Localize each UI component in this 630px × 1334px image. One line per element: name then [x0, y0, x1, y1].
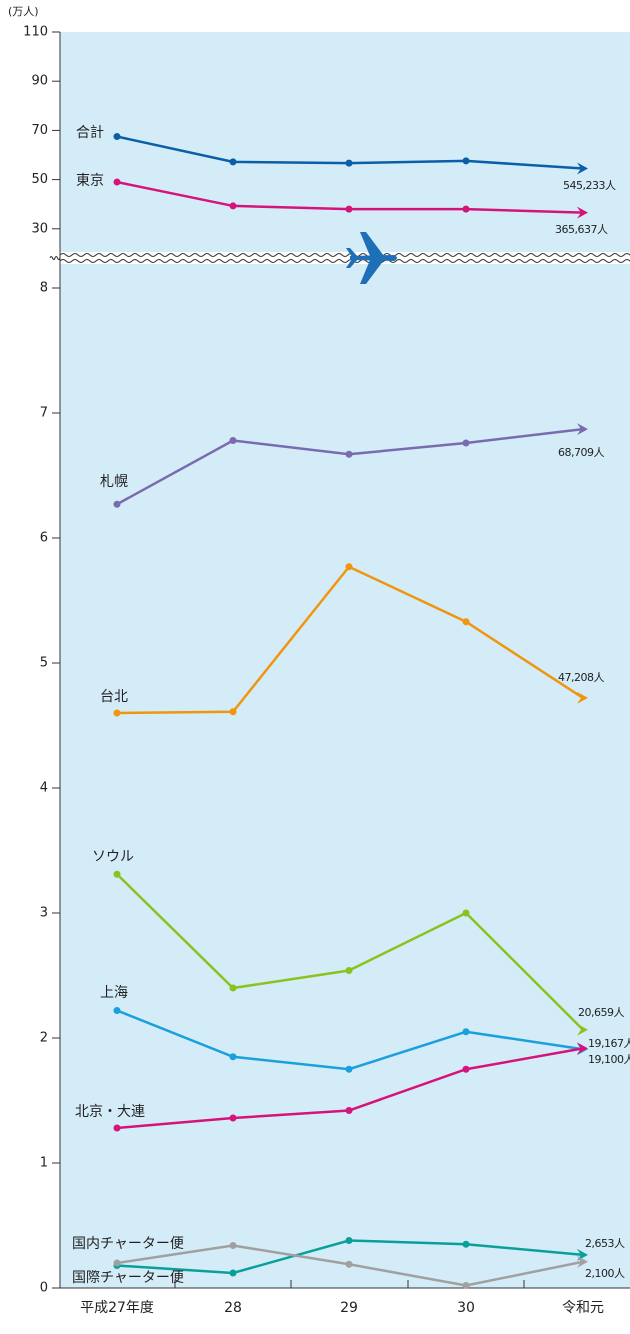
y-tick-label: 8	[40, 281, 48, 296]
x-tick-label: 30	[457, 1300, 475, 1316]
end-arrow	[577, 423, 588, 436]
series-label: 合計	[76, 125, 104, 141]
point	[345, 1237, 353, 1244]
point	[113, 1007, 121, 1014]
series-label: ソウル	[92, 849, 134, 865]
value-label: 68,709人	[558, 446, 604, 459]
value-label: 19,167人	[588, 1037, 630, 1050]
series-label: 上海	[100, 985, 128, 1001]
point	[113, 1259, 121, 1267]
point	[462, 157, 470, 165]
point	[113, 709, 121, 717]
value-label: 365,637人	[555, 223, 608, 236]
end-arrow	[577, 1255, 588, 1268]
y-tick-label: 70	[31, 123, 48, 138]
value-label: 545,233人	[563, 179, 616, 192]
value-label: 47,208人	[558, 671, 604, 684]
point	[113, 500, 121, 508]
y-tick-label: 5	[40, 656, 48, 671]
point	[345, 1260, 353, 1268]
y-tick-label: 3	[40, 906, 48, 921]
x-tick-label: 28	[224, 1300, 242, 1316]
point	[462, 205, 470, 213]
point	[113, 133, 121, 141]
point	[462, 618, 470, 626]
point	[345, 159, 353, 167]
point	[345, 563, 353, 571]
value-label: 2,653人	[585, 1237, 625, 1250]
y-tick-label: 6	[40, 531, 48, 546]
end-arrow	[577, 1023, 588, 1036]
value-label: 2,100人	[585, 1267, 625, 1280]
y-axis-label: (万人)	[8, 5, 39, 18]
point	[462, 1282, 470, 1289]
x-tick-label: 令和元	[562, 1300, 604, 1316]
end-arrow	[577, 162, 588, 175]
y-tick-label: 2	[40, 1031, 48, 1046]
series-label: 台北	[100, 689, 128, 705]
point	[462, 1028, 470, 1036]
point	[229, 437, 237, 444]
point	[113, 1124, 121, 1132]
x-tick-label: 29	[340, 1300, 358, 1316]
value-label: 20,659人	[578, 1006, 624, 1019]
point	[345, 1065, 353, 1073]
plot-background	[60, 32, 630, 1288]
series-label: 国際チャーター便	[72, 1270, 184, 1286]
point	[345, 205, 353, 213]
point	[462, 439, 470, 447]
series-label: 東京	[76, 173, 104, 189]
end-arrow	[577, 206, 588, 219]
y-tick-label: 7	[40, 406, 48, 421]
series-label: 札幌	[100, 474, 128, 490]
point	[345, 967, 353, 974]
x-tick-label: 平成27年度	[80, 1300, 154, 1316]
point	[229, 1269, 237, 1277]
point	[462, 1065, 470, 1073]
end-arrow	[577, 691, 588, 704]
point	[229, 202, 237, 210]
series-label: 国内チャーター便	[72, 1236, 184, 1252]
point	[345, 1107, 353, 1114]
point	[229, 158, 237, 166]
end-arrow	[577, 1042, 588, 1055]
point	[229, 984, 237, 992]
point	[229, 708, 237, 716]
x-ticks	[174, 1280, 525, 1288]
point	[113, 178, 121, 186]
point	[229, 1242, 237, 1249]
y-tick-label: 50	[31, 172, 48, 187]
point	[462, 909, 470, 917]
axis-break	[49, 232, 630, 284]
point	[229, 1053, 237, 1061]
y-tick-label: 1	[40, 1156, 48, 1171]
y-tick-label: 4	[40, 781, 48, 796]
y-tick-label: 30	[31, 221, 48, 236]
series-label: 北京・大連	[75, 1104, 145, 1120]
point	[345, 450, 353, 458]
point	[113, 870, 121, 878]
point	[229, 1114, 237, 1122]
value-label: 19,100人	[588, 1053, 630, 1066]
y-tick-label: 90	[31, 74, 48, 89]
y-tick-label: 110	[23, 25, 48, 40]
point	[462, 1240, 470, 1248]
y-tick-label: 0	[40, 1281, 48, 1296]
